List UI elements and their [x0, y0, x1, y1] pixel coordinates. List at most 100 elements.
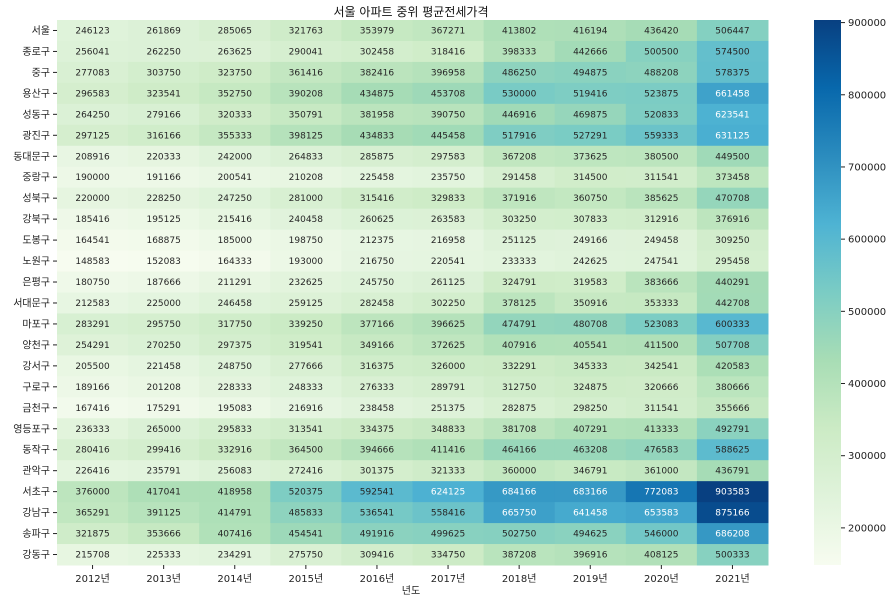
cell-value-label: 256083 [218, 467, 252, 477]
cell-value-label: 232625 [289, 278, 323, 288]
heatmap-cell [270, 166, 342, 189]
heatmap-cell [128, 523, 200, 545]
y-tick-label: 구로구 [22, 382, 50, 393]
cell-value-label: 208916 [75, 152, 110, 162]
heatmap-cell [270, 313, 342, 335]
cell-value-label: 348833 [431, 425, 465, 435]
cell-value-label: 440291 [715, 278, 749, 288]
heatmap-cell [57, 544, 129, 566]
heatmap-cell [483, 376, 556, 398]
heatmap-cell [270, 397, 342, 419]
cell-value-label: 546000 [644, 530, 679, 540]
heatmap-cell [625, 82, 698, 105]
heatmap-cell [128, 40, 200, 63]
cell-value-label: 279166 [146, 110, 181, 120]
colorbar-tick-label: 800000 [848, 90, 886, 101]
cell-value-label: 453708 [431, 89, 466, 99]
heatmap-cell [483, 103, 556, 126]
heatmap-cell [412, 124, 485, 147]
cell-value-label: 201208 [146, 383, 181, 393]
heatmap-cell [199, 20, 271, 42]
cell-value-label: 270250 [146, 341, 181, 351]
cell-value-label: 445458 [431, 131, 466, 141]
x-axis-label: 년도 [402, 585, 420, 597]
cell-value-label: 488208 [644, 68, 679, 78]
cell-value-label: 378125 [502, 299, 536, 309]
cell-value-label: 383666 [644, 278, 679, 288]
heatmap-cell [554, 20, 627, 42]
heatmap-cell [199, 229, 271, 252]
heatmap-cell [625, 20, 698, 42]
cell-value-label: 527291 [573, 131, 607, 141]
heatmap-cell [483, 397, 556, 419]
heatmap-cell [128, 20, 200, 42]
cell-value-label: 220333 [146, 152, 180, 162]
heatmap-cell [554, 334, 627, 356]
heatmap-cell [483, 523, 556, 545]
cell-value-label: 238458 [360, 404, 395, 414]
cell-value-label: 446916 [502, 110, 537, 120]
colorbar-tick-label: 200000 [848, 523, 886, 534]
cell-value-label: 216958 [431, 236, 466, 246]
cell-value-label: 187666 [146, 278, 181, 288]
y-tick-label: 광진구 [22, 130, 50, 142]
colorbar [814, 20, 841, 565]
heatmap-cell [483, 145, 556, 168]
cell-value-label: 903583 [715, 488, 749, 498]
heatmap-cell [696, 271, 769, 293]
cell-value-label: 220541 [431, 257, 465, 267]
cell-value-label: 360750 [573, 194, 608, 204]
heatmap-cell [554, 502, 627, 524]
heatmap-cell [554, 439, 627, 461]
heatmap-cell [199, 187, 271, 210]
colorbar-tick-label: 300000 [848, 451, 886, 462]
y-tick-label: 서초구 [22, 486, 50, 498]
cell-value-label: 420583 [715, 362, 749, 372]
cell-value-label: 198750 [289, 236, 324, 246]
cell-value-label: 480708 [573, 320, 608, 330]
cell-value-label: 413802 [502, 26, 536, 36]
cell-value-label: 195083 [218, 404, 252, 414]
cell-value-label: 324875 [573, 383, 607, 393]
cell-value-label: 520375 [289, 488, 323, 498]
heatmap-cell [341, 187, 413, 210]
cell-value-label: 641458 [573, 509, 608, 519]
heatmap-cell [554, 481, 627, 503]
cell-value-label: 665750 [502, 509, 537, 519]
heatmap-cell [270, 124, 342, 147]
cell-value-label: 247250 [218, 194, 253, 204]
cell-value-label: 212375 [360, 236, 394, 246]
cell-value-label: 193000 [289, 257, 324, 267]
heatmap-cell [128, 229, 200, 252]
heatmap-cell [696, 355, 769, 377]
heatmap-cell [483, 439, 556, 461]
cell-value-label: 485833 [289, 509, 323, 519]
cell-value-label: 500333 [715, 551, 749, 561]
cell-value-label: 265000 [146, 425, 181, 435]
cell-value-label: 321763 [289, 26, 323, 36]
cell-value-label: 216916 [289, 404, 324, 414]
heatmap-cell [57, 166, 129, 189]
colorbar-tick-label: 500000 [848, 307, 886, 318]
cell-value-label: 210208 [289, 173, 324, 183]
cell-value-label: 168875 [146, 236, 180, 246]
cell-value-label: 517916 [502, 131, 537, 141]
y-tick-label: 중랑구 [22, 172, 50, 184]
heatmap-cell [412, 481, 485, 503]
heatmap-cell [412, 82, 485, 105]
heatmap-cell [199, 124, 271, 147]
heatmap-cell [483, 292, 556, 314]
heatmap-cell [128, 82, 200, 105]
cell-value-label: 324791 [502, 278, 536, 288]
cell-value-label: 290041 [289, 47, 323, 57]
heatmap-cell [128, 250, 200, 273]
cell-value-label: 185000 [218, 236, 253, 246]
cell-value-label: 164541 [75, 236, 109, 246]
cell-value-label: 502750 [502, 530, 537, 540]
y-tick-label: 강서구 [22, 360, 50, 372]
heatmap-cell [483, 40, 556, 63]
heatmap-cell [128, 334, 200, 356]
cell-value-label: 396916 [573, 551, 608, 561]
cell-value-label: 311541 [644, 404, 678, 414]
cell-value-label: 442708 [715, 299, 750, 309]
